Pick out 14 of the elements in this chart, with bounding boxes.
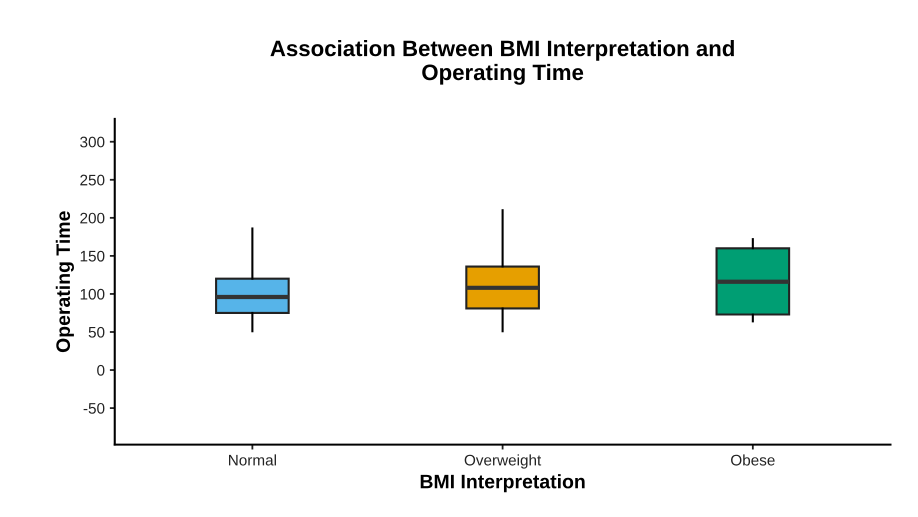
y-axis-title: Operating Time xyxy=(56,211,74,352)
x-axis-title: BMI Interpretation xyxy=(420,474,585,492)
x-tick-label: Normal xyxy=(229,454,276,466)
y-tick-label: 250 xyxy=(80,174,104,186)
y-tick-label: 50 xyxy=(88,326,104,338)
x-tick-label: Overweight xyxy=(464,454,542,469)
y-tick-label: -50 xyxy=(84,402,104,414)
y-tick-label: 100 xyxy=(80,288,104,300)
y-tick-label: 300 xyxy=(80,136,104,148)
y-tick-label: 0 xyxy=(97,364,104,376)
y-tick-label: 200 xyxy=(80,212,104,224)
chart-title: Association Between BMI Interpretation and Operating Time xyxy=(270,40,734,85)
x-tick-label: Obese xyxy=(731,454,775,466)
y-tick-label: 150 xyxy=(80,250,104,262)
